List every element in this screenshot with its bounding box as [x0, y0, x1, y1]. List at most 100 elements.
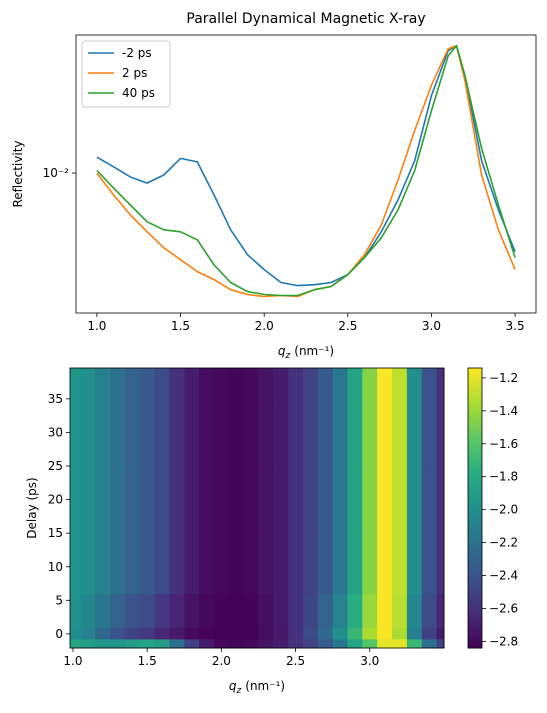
heatmap-cell — [243, 593, 259, 628]
colorbar-band — [468, 368, 482, 372]
x-label-subscript: z — [236, 686, 242, 696]
heatmap-cell — [347, 593, 363, 628]
colorbar-band — [468, 555, 482, 559]
colorbar-band — [468, 522, 482, 526]
heatmap-cell — [436, 405, 445, 467]
heatmap-cell — [139, 368, 156, 407]
heatmap-cell — [110, 405, 126, 467]
heatmap-cell — [184, 638, 200, 649]
heatmap-cell — [332, 466, 349, 534]
colorbar-band — [468, 488, 482, 492]
heatmap-cell — [362, 638, 378, 649]
chart-title: Parallel Dynamical Magnetic X-ray — [186, 11, 425, 27]
colorbar-frame — [467, 367, 483, 649]
colorbar-band — [468, 424, 482, 428]
y-tick-label: 0 — [55, 627, 63, 641]
heatmap-cell — [95, 638, 111, 649]
heatmap-cell — [169, 533, 185, 595]
heatmap-cell — [184, 466, 200, 534]
x-tick-label: 2.5 — [338, 319, 357, 333]
heatmap-cell — [273, 405, 289, 467]
colorbar-band — [468, 547, 482, 551]
colorbar-band — [468, 457, 482, 461]
heatmap-cell — [213, 466, 230, 534]
heatmap-cell — [124, 627, 141, 640]
heatmap-cell — [95, 533, 111, 595]
y-tick-label: 25 — [48, 459, 63, 473]
heatmap-cell — [406, 593, 423, 628]
heatmap-cell — [406, 638, 423, 649]
heatmap-cell — [80, 638, 96, 649]
legend-label: -2 ps — [122, 46, 152, 60]
colorbar-tick-label: −2.8 — [489, 634, 518, 648]
colorbar-band — [468, 541, 482, 545]
heatmap-cell — [80, 368, 96, 407]
heatmap-cell — [421, 368, 438, 407]
colorbar-band — [468, 404, 482, 408]
colorbar-band — [468, 474, 482, 478]
colorbar-band — [468, 617, 482, 621]
heatmap-cell — [213, 368, 230, 407]
heatmap-cell — [288, 466, 304, 534]
heatmap-cell — [392, 466, 408, 534]
heatmap-cell — [347, 627, 363, 640]
colorbar-band — [468, 625, 482, 629]
colorbar-band — [468, 544, 482, 548]
colorbar-band — [468, 463, 482, 467]
heatmap-cell — [199, 533, 215, 595]
colorbar-band — [468, 611, 482, 615]
heatmap-cell — [258, 368, 274, 407]
colorbar-band — [468, 496, 482, 501]
colorbar-band — [468, 382, 482, 386]
heatmap-cell — [406, 368, 423, 407]
x-label-symbol: q — [229, 679, 237, 693]
colorbar-band — [468, 418, 482, 422]
heatmap-cell — [392, 405, 408, 467]
heatmap-cell — [95, 405, 111, 467]
heatmap-cell — [392, 627, 408, 640]
legend-label: 2 ps — [122, 66, 147, 80]
heatmap-cell — [362, 533, 378, 595]
heatmap-cell — [332, 405, 349, 467]
heatmap-cell — [258, 627, 274, 640]
y-tick-label: 35 — [48, 392, 63, 406]
x-axis-label: qz (nm⁻¹) — [229, 679, 285, 696]
heatmap-cell — [228, 638, 245, 649]
x-tick-label: 3.0 — [422, 319, 441, 333]
colorbar-band — [468, 564, 482, 568]
heatmap-cell — [436, 466, 445, 534]
colorbar-band — [468, 524, 482, 529]
heatmap-cell — [303, 593, 319, 628]
colorbar-band — [468, 569, 482, 573]
heatmap-cell — [95, 466, 111, 534]
colorbar-band — [468, 410, 482, 414]
colorbar-band — [468, 575, 482, 579]
colorbar-tick-label: −2.2 — [489, 536, 518, 550]
heatmap-cell — [377, 405, 393, 467]
heatmap-cell — [199, 405, 215, 467]
heatmap-cell — [421, 638, 438, 649]
colorbar-band — [468, 373, 482, 377]
heatmap-cell — [110, 466, 126, 534]
heatmap-cell — [154, 405, 170, 467]
colorbar-band — [468, 412, 482, 417]
heatmap-cell — [436, 638, 445, 649]
heatmap-cell — [110, 533, 126, 595]
heatmap-cell — [288, 627, 304, 640]
heatmap-cell — [95, 368, 111, 407]
heatmap-cell — [436, 593, 445, 628]
heatmap-cell — [213, 627, 230, 640]
colorbar-band — [468, 494, 482, 498]
heatmap-cell — [392, 533, 408, 595]
heatmap-cell — [362, 627, 378, 640]
colorbar-band — [468, 513, 482, 517]
colorbar-tick-label: −1.6 — [489, 437, 518, 451]
heatmap-cell — [332, 368, 349, 407]
legend-label: 40 ps — [122, 86, 155, 100]
colorbar-band — [468, 396, 482, 400]
colorbar-band — [468, 536, 482, 540]
heatmap-cell — [436, 368, 445, 407]
heatmap-cell — [199, 627, 215, 640]
colorbar-band — [468, 407, 482, 411]
legend-frame — [81, 40, 171, 108]
